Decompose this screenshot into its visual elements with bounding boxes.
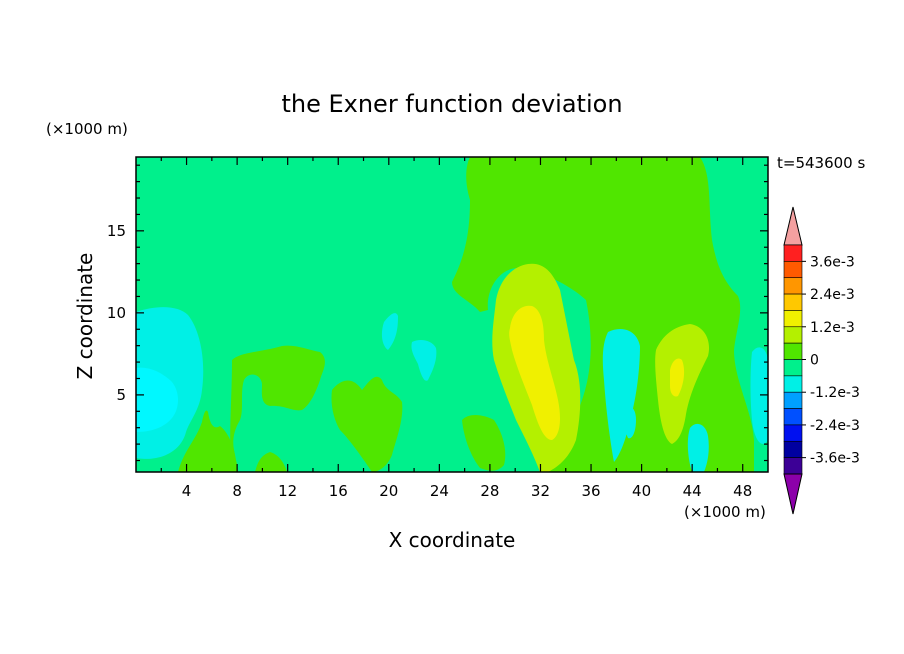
y-axis-label: Z coordinate [73, 253, 97, 380]
x-tick-label: 20 [379, 482, 398, 500]
colorbar-swatch [783, 293, 803, 311]
contour-region-cyan-core-left [136, 367, 178, 432]
x-tick-label: 12 [278, 482, 297, 500]
contour-region-green-low-left [178, 410, 238, 472]
colorbar-min-triangle [783, 473, 803, 515]
contour-region-cyan-right-c [750, 347, 768, 444]
colorbar-swatch [783, 440, 803, 458]
contour-region-cyan-small-right [624, 406, 636, 439]
colorbar-label: -3.6e-3 [810, 451, 860, 467]
contour-region-cyan-right-b [687, 423, 709, 472]
plot-frame [135, 156, 769, 473]
time-label: t=543600 s [777, 154, 865, 172]
x-tick-label: 40 [632, 482, 651, 500]
colorbar-swatch [783, 277, 803, 295]
x-tick-label: 36 [581, 482, 600, 500]
x-tick-label: 16 [329, 482, 348, 500]
x-axis-label: X coordinate [389, 528, 516, 552]
colorbar-label: -2.4e-3 [810, 418, 860, 434]
x-tick-label: 28 [480, 482, 499, 500]
colorbar-max-triangle [783, 206, 803, 246]
colorbar-label: 3.6e-3 [810, 254, 855, 270]
contour-region-green-low-28 [462, 415, 506, 471]
contour-region-yellow-right [670, 358, 685, 397]
colorbar-label: -1.2e-3 [810, 385, 860, 401]
contour-region-cyan-23 [411, 340, 437, 381]
contour-region-green-low-mid [255, 452, 287, 472]
y-tick-label: 5 [116, 386, 126, 404]
colorbar-swatch [783, 391, 803, 409]
colorbar-label: 0 [810, 353, 819, 369]
colorbar-swatch [783, 424, 803, 442]
colorbar-swatch [783, 326, 803, 344]
colorbar-label: 1.2e-3 [810, 320, 855, 336]
x-tick-label: 4 [182, 482, 192, 500]
x-axis-ticks: 4 8 12 16 20 24 28 32 36 40 44 48 [160, 157, 752, 500]
y-tick-label: 10 [107, 304, 126, 322]
x-tick-label: 8 [232, 482, 242, 500]
contour-region-green-small-right [711, 402, 725, 427]
x-tick-label: 44 [683, 482, 702, 500]
colorbar-label: 2.4e-3 [810, 287, 855, 303]
colorbar-swatch [783, 359, 803, 377]
x-unit-label: (×1000 m) [684, 503, 766, 521]
colorbar-swatch [783, 408, 803, 426]
colorbar-swatch [783, 457, 803, 475]
colorbar-swatch [783, 244, 803, 262]
contour-region-cyan-right-a [602, 328, 640, 462]
contour-region-cyan-20 [381, 313, 398, 350]
contour-region-green-center-left [331, 376, 403, 472]
colorbar-swatch [783, 342, 803, 360]
x-tick-label: 32 [531, 482, 550, 500]
contour-region-yellow-center [509, 305, 560, 440]
colorbar: 3.6e-3 2.4e-3 1.2e-3 0 -1.2e-3 -2.4e-3 -3.6e-3 [783, 206, 860, 515]
y-axis-ticks: 5 10 15 [107, 164, 768, 462]
colorbar-swatch [783, 375, 803, 393]
colorbar-swatch [783, 261, 803, 279]
colorbar-swatch [783, 310, 803, 328]
x-tick-label: 48 [733, 482, 752, 500]
x-tick-label: 24 [430, 482, 449, 500]
y-unit-label: (×1000 m) [46, 120, 128, 138]
contour-region-green-upper-left [230, 345, 325, 472]
y-tick-label: 15 [107, 222, 126, 240]
chart-title: the Exner function deviation [281, 90, 622, 118]
